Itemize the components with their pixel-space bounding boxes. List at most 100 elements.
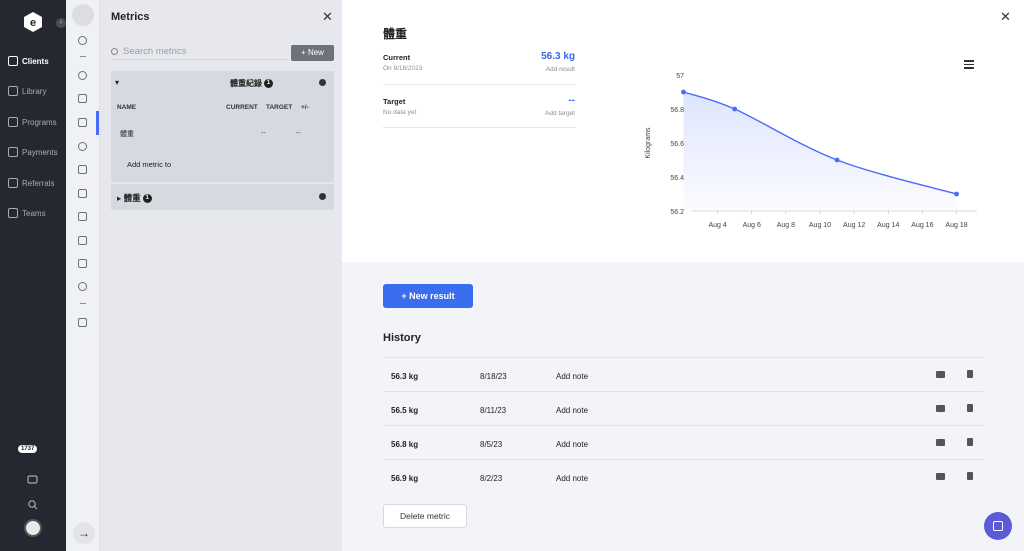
data-point	[954, 191, 959, 197]
client-tools-column: →	[66, 0, 100, 551]
add-target-link[interactable]: Add target	[545, 110, 575, 117]
package-icon[interactable]	[78, 259, 87, 268]
nav-item-library[interactable]: Library	[0, 80, 66, 102]
chart-icon[interactable]	[78, 118, 87, 127]
nav-item-label: Payments	[22, 147, 58, 157]
main-nav: e ‹ Clients Library Programs Payments Re…	[0, 0, 66, 551]
divider	[80, 303, 86, 304]
history-row[interactable]: 56.3 kg 8/18/23 Add note	[383, 357, 983, 391]
collapse-group-icon[interactable]: ▾	[115, 78, 120, 87]
metric-row-current: --	[261, 130, 266, 137]
trash-icon[interactable]	[967, 438, 973, 446]
trash-icon[interactable]	[967, 404, 973, 412]
history-title: History	[383, 332, 421, 344]
y-tick-label: 56.2	[670, 209, 684, 216]
gear-icon[interactable]	[319, 193, 326, 200]
nav-item-referrals[interactable]: Referrals	[0, 172, 66, 194]
trash-icon[interactable]	[967, 472, 973, 480]
history-value: 56.8 kg	[391, 440, 419, 449]
delete-metric-button[interactable]: Delete metric	[383, 504, 467, 528]
user-settings-icon[interactable]	[78, 318, 87, 327]
image-icon[interactable]	[78, 212, 87, 221]
nav-item-programs[interactable]: Programs	[0, 111, 66, 133]
programs-icon	[8, 117, 18, 127]
group-name[interactable]: ▸ 體重 1	[117, 192, 152, 204]
add-note-link[interactable]: Add note	[556, 406, 589, 415]
nav-item-payments[interactable]: Payments	[0, 141, 66, 163]
add-metric-link[interactable]: Add metric to	[127, 160, 172, 169]
add-note-link[interactable]: Add note	[556, 372, 589, 381]
client-avatar[interactable]	[72, 4, 94, 26]
x-tick-label: Aug 16	[911, 222, 933, 229]
app-logo[interactable]: e	[23, 11, 43, 33]
notification-badge[interactable]: 1737	[18, 445, 38, 453]
add-note-link[interactable]: Add note	[556, 474, 589, 483]
metric-title: 體重	[383, 27, 408, 41]
history-date: 8/5/23	[480, 440, 503, 449]
x-tick-label: Aug 4	[708, 222, 726, 229]
search-icon[interactable]	[27, 499, 38, 510]
series-line	[683, 91, 957, 195]
nav-item-label: Clients	[22, 56, 49, 66]
goals-icon[interactable]	[78, 142, 87, 151]
calendar-icon[interactable]	[78, 189, 87, 198]
new-result-button[interactable]: + New result	[383, 284, 473, 308]
message-icon[interactable]	[78, 36, 87, 45]
arrow-right-icon[interactable]: →	[73, 522, 95, 544]
clipboard-icon[interactable]	[78, 165, 87, 174]
nav-item-clients[interactable]: Clients	[0, 50, 66, 72]
history-date: 8/11/23	[480, 406, 507, 415]
search-icon[interactable]	[78, 282, 87, 291]
camera-icon[interactable]	[936, 405, 945, 412]
y-tick-label: 56.4	[670, 175, 684, 182]
metric-group[interactable]: ▸ 體重 1	[111, 184, 334, 210]
new-metric-button[interactable]: + New	[291, 45, 334, 61]
history-row[interactable]: 56.9 kg 8/2/23 Add note	[383, 459, 983, 493]
camera-icon[interactable]	[936, 439, 945, 446]
divider	[383, 84, 576, 85]
nav-item-label: Teams	[22, 208, 46, 218]
search-input[interactable]: Search metrics	[111, 44, 287, 60]
history-value: 56.5 kg	[391, 406, 419, 415]
camera-icon[interactable]	[936, 371, 945, 378]
weight-chart: 57 56.8 56.6 56.4 56.2 Aug 4 Aug 6 Aug 8 Aug 10 A…	[645, 73, 977, 229]
active-indicator	[96, 111, 99, 135]
dumbbell-icon[interactable]	[78, 236, 87, 245]
camera-icon[interactable]	[936, 473, 945, 480]
history-date: 8/2/23	[480, 474, 503, 483]
add-note-link[interactable]: Add note	[556, 440, 589, 449]
history-row[interactable]: 56.5 kg 8/11/23 Add note	[383, 391, 983, 425]
column-header-target: TARGET	[266, 104, 293, 111]
data-point	[681, 89, 686, 95]
referrals-icon	[8, 178, 18, 188]
divider	[80, 56, 86, 57]
support-chat-icon[interactable]	[984, 512, 1012, 540]
user-avatar[interactable]	[24, 519, 42, 537]
chat-icon[interactable]	[27, 475, 38, 486]
add-result-link[interactable]: Add result	[545, 66, 575, 73]
trash-icon[interactable]	[967, 370, 973, 378]
x-tick-label: Aug 10	[809, 222, 831, 229]
target-icon[interactable]	[78, 71, 87, 80]
column-header-name: NAME	[117, 104, 137, 111]
metrics-panel: Metrics ✕ Search metrics + New ▾ 體重紀錄 1 N…	[100, 0, 342, 551]
group-count: 1	[264, 79, 273, 89]
fork-knife-icon[interactable]	[78, 94, 87, 103]
chart-menu-icon[interactable]	[964, 60, 974, 69]
nav-item-teams[interactable]: Teams	[0, 202, 66, 224]
group-name[interactable]: 體重紀錄 1	[230, 78, 273, 89]
collapse-nav-button[interactable]: ‹	[56, 18, 66, 28]
close-icon[interactable]: ✕	[322, 9, 333, 24]
target-label: Target	[383, 97, 406, 106]
group-name-text: 體重紀錄	[230, 79, 262, 88]
target-sub: No data yet	[383, 109, 417, 116]
y-tick-label: 57	[676, 73, 684, 80]
metric-row-target: --	[296, 130, 301, 137]
series-area	[683, 92, 957, 211]
close-icon[interactable]: ✕	[1000, 9, 1011, 24]
current-value: 56.3 kg	[541, 51, 575, 62]
clients-icon	[8, 56, 18, 66]
gear-icon[interactable]	[319, 79, 326, 86]
history-row[interactable]: 56.8 kg 8/5/23 Add note	[383, 425, 983, 459]
metric-row-name[interactable]: 體重	[120, 131, 134, 138]
